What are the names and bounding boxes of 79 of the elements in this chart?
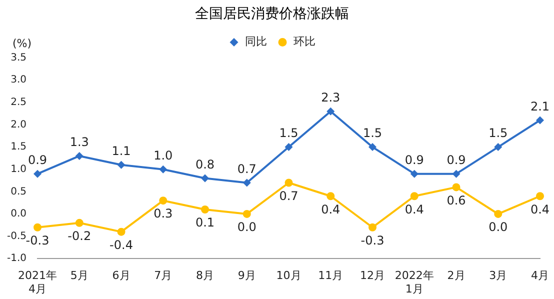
point — [368, 143, 377, 152]
data-label: -0.2 — [68, 229, 92, 244]
y-tick-label: 1.5 — [10, 142, 27, 153]
point — [494, 143, 502, 152]
data-label: 0.7 — [237, 162, 256, 176]
x-tick-label: 10月 — [276, 269, 302, 282]
point — [201, 174, 210, 182]
data-label: 0.7 — [279, 188, 298, 203]
point — [452, 170, 460, 178]
y-axis-title: (%) — [12, 37, 32, 50]
y-tick-label: 0.5 — [10, 186, 27, 198]
data-label: 0.9 — [446, 152, 466, 167]
point — [494, 210, 502, 218]
point — [368, 223, 377, 232]
x-tick-label: 11月 — [318, 269, 344, 282]
data-label: 1.5 — [279, 126, 298, 140]
data-label: 0.4 — [404, 202, 424, 216]
point — [326, 192, 335, 200]
x-tick-label: 12月 — [360, 269, 386, 282]
data-label: -0.3 — [26, 233, 50, 248]
data-label: 1.0 — [154, 148, 173, 162]
y-tick-label: 3.5 — [10, 52, 27, 64]
y-tick-label: 2.0 — [10, 119, 27, 130]
point — [410, 192, 418, 200]
legend-label: 环比 — [294, 35, 316, 48]
data-label: 0.0 — [237, 220, 256, 234]
y-tick-label: 1.0 — [10, 164, 27, 175]
point — [452, 183, 460, 192]
data-label: 1.1 — [112, 144, 131, 158]
data-label: 0.9 — [404, 152, 424, 167]
x-tick-label: 2021年 4月 — [18, 269, 58, 296]
point — [34, 223, 42, 232]
legend-label: 同比 — [245, 35, 267, 48]
point — [242, 210, 251, 218]
x-tick-label: 5月 — [70, 269, 88, 282]
data-label: 2.3 — [321, 90, 340, 104]
y-tick-label: 0.0 — [10, 208, 27, 220]
point — [75, 218, 84, 227]
point — [410, 170, 418, 178]
point — [326, 107, 335, 116]
y-tick-label: 2.5 — [10, 97, 27, 108]
data-label: 0.6 — [446, 193, 466, 208]
x-tick-label: 6月 — [112, 269, 130, 282]
x-tick-label: 7月 — [154, 269, 172, 282]
point — [536, 192, 544, 200]
data-label: 1.3 — [70, 135, 89, 150]
chart-title: 全国居民消费价格涨跌幅 — [195, 6, 349, 22]
data-label: 0.3 — [154, 206, 173, 221]
data-label: 0.4 — [530, 202, 550, 216]
data-label: 0.0 — [488, 220, 508, 234]
point — [536, 116, 544, 124]
point — [159, 196, 168, 205]
point — [34, 170, 42, 178]
x-tick-label: 9月 — [238, 269, 256, 282]
data-label: 1.5 — [362, 126, 382, 140]
data-label: 0.1 — [195, 216, 215, 230]
data-label: 0.9 — [28, 152, 48, 167]
x-tick-label: 2022年 1月 — [394, 269, 434, 296]
point — [117, 160, 126, 169]
point — [242, 178, 251, 187]
point — [159, 165, 168, 174]
data-label: 0.8 — [195, 157, 215, 172]
point — [117, 228, 126, 236]
x-tick-label: 3月 — [489, 269, 508, 282]
x-tick-label: 4月 — [531, 269, 549, 282]
x-tick-label: 8月 — [196, 269, 214, 282]
point — [201, 206, 210, 214]
y-tick-label: -1.0 — [6, 253, 27, 264]
y-tick-label: -0.5 — [6, 230, 27, 242]
data-label: 1.5 — [488, 126, 508, 140]
point — [284, 143, 293, 152]
point — [75, 152, 84, 160]
data-label: 0.4 — [321, 202, 340, 216]
point — [284, 178, 293, 187]
data-label: -0.4 — [110, 238, 133, 252]
data-label: -0.3 — [360, 233, 384, 248]
x-tick-label: 2月 — [447, 269, 466, 282]
y-tick-label: 3.0 — [10, 74, 27, 86]
data-label: 2.1 — [530, 99, 550, 114]
